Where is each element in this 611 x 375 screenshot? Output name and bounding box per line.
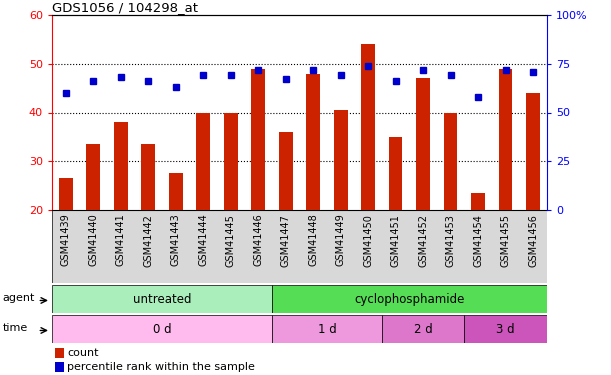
Bar xyxy=(416,78,430,210)
Bar xyxy=(54,362,64,372)
Text: untreated: untreated xyxy=(133,292,191,306)
Text: time: time xyxy=(2,322,28,333)
Text: GSM41456: GSM41456 xyxy=(528,214,538,267)
Bar xyxy=(54,348,64,358)
Text: GSM41451: GSM41451 xyxy=(390,214,401,267)
Bar xyxy=(279,132,293,210)
Bar xyxy=(114,122,128,210)
Bar xyxy=(444,112,458,210)
Bar xyxy=(196,112,210,210)
Text: GSM41452: GSM41452 xyxy=(418,214,428,267)
Bar xyxy=(499,69,513,210)
Text: GSM41450: GSM41450 xyxy=(363,214,373,267)
Bar xyxy=(59,178,73,210)
Bar xyxy=(471,193,485,210)
Text: GSM41454: GSM41454 xyxy=(473,214,483,267)
Text: GSM41444: GSM41444 xyxy=(198,214,208,266)
Text: GSM41448: GSM41448 xyxy=(308,214,318,266)
Bar xyxy=(52,315,272,343)
Text: cyclophosphamide: cyclophosphamide xyxy=(354,292,464,306)
Text: percentile rank within the sample: percentile rank within the sample xyxy=(67,362,255,372)
Bar xyxy=(464,315,547,343)
Bar xyxy=(169,173,183,210)
Bar xyxy=(334,110,348,210)
Bar xyxy=(251,69,265,210)
Bar xyxy=(86,144,100,210)
Text: 1 d: 1 d xyxy=(318,322,336,336)
Text: GSM41439: GSM41439 xyxy=(60,214,71,266)
Bar xyxy=(526,93,540,210)
Bar xyxy=(382,315,464,343)
Bar xyxy=(272,315,382,343)
Text: GSM41440: GSM41440 xyxy=(88,214,98,266)
Text: GDS1056 / 104298_at: GDS1056 / 104298_at xyxy=(52,1,198,14)
Text: GSM41449: GSM41449 xyxy=(335,214,346,266)
Text: GSM41447: GSM41447 xyxy=(280,214,291,267)
Text: agent: agent xyxy=(2,292,35,303)
Text: 3 d: 3 d xyxy=(496,322,515,336)
Bar xyxy=(52,285,272,313)
Text: GSM41441: GSM41441 xyxy=(115,214,126,266)
Text: 0 d: 0 d xyxy=(153,322,171,336)
Text: GSM41443: GSM41443 xyxy=(170,214,181,266)
Text: GSM41453: GSM41453 xyxy=(445,214,456,267)
Text: GSM41455: GSM41455 xyxy=(500,214,511,267)
Bar xyxy=(361,44,375,210)
Bar xyxy=(141,144,155,210)
Bar xyxy=(224,112,238,210)
Bar xyxy=(306,74,320,210)
Bar xyxy=(272,285,547,313)
Text: GSM41446: GSM41446 xyxy=(253,214,263,266)
Text: count: count xyxy=(67,348,98,358)
Text: 2 d: 2 d xyxy=(414,322,433,336)
Text: GSM41445: GSM41445 xyxy=(225,214,236,267)
Text: GSM41442: GSM41442 xyxy=(143,214,153,267)
Bar xyxy=(389,137,403,210)
